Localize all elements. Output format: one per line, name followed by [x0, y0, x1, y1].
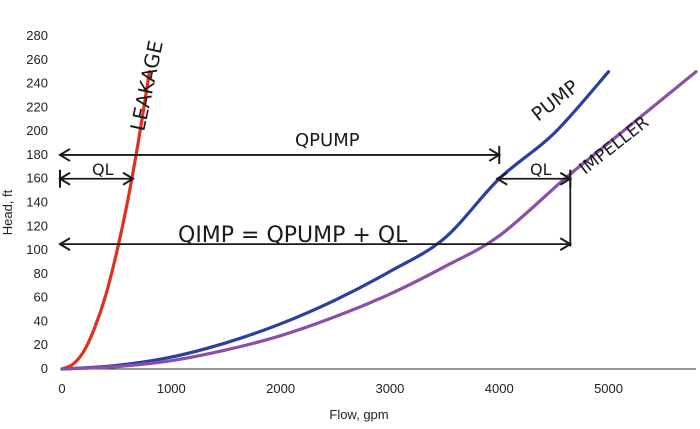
- y-tick-label: 220: [26, 99, 48, 114]
- y-tick-label: 40: [34, 313, 48, 328]
- arrow-head: [58, 237, 71, 251]
- qimp-equation-label: QIMP = QPUMP + QL: [178, 223, 408, 248]
- ql-right-label: QL: [530, 160, 552, 179]
- y-tick-label: 20: [34, 337, 48, 352]
- pump-curve: [60, 70, 611, 371]
- qpump-label: QPUMP: [295, 130, 360, 151]
- annotation-arrows: [58, 145, 573, 251]
- tick-labels: 0 20 40 60 80 100 120 140 160 180 200 220 240 260 280 0…: [26, 28, 623, 396]
- y-tick-label: 120: [26, 218, 48, 233]
- impeller-curve: [60, 70, 698, 371]
- y-tick-label: 80: [34, 266, 48, 281]
- curves: [60, 70, 698, 371]
- leakage-curve: [60, 70, 152, 371]
- y-axis-label: Head, ft: [0, 189, 15, 235]
- x-tick-label: 1000: [157, 381, 186, 396]
- y-tick-label: 260: [26, 52, 48, 67]
- x-tick-label: 0: [58, 381, 65, 396]
- y-tick-label: 180: [26, 147, 48, 162]
- y-tick-label: 240: [26, 76, 48, 91]
- leakage-label: LEAKAGE: [125, 38, 168, 133]
- ql-left-label: QL: [92, 160, 114, 179]
- x-tick-label: 2000: [266, 381, 295, 396]
- arrow-head: [495, 171, 508, 186]
- y-tick-label: 60: [34, 290, 48, 305]
- pump-label: PUMP: [528, 76, 583, 126]
- y-tick-label: 0: [41, 361, 48, 376]
- x-tick-label: 5000: [594, 381, 623, 396]
- impeller-label: IMPELLER: [576, 112, 653, 178]
- arrow-head: [58, 148, 71, 162]
- x-tick-label: 3000: [375, 381, 404, 396]
- y-tick-label: 200: [26, 123, 48, 138]
- y-tick-label: 100: [26, 242, 48, 257]
- y-tick-label: 280: [26, 28, 48, 43]
- y-tick-label: 160: [26, 171, 48, 186]
- x-axis-label: Flow, gpm: [329, 407, 388, 422]
- arrow-head: [122, 171, 135, 186]
- y-tick-label: 140: [26, 195, 48, 210]
- x-tick-label: 4000: [485, 381, 514, 396]
